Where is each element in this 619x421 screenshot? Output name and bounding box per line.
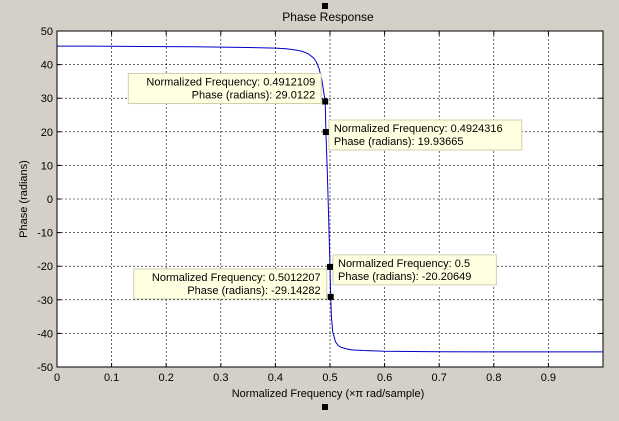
x-tick-label: 0.8 [486, 372, 501, 384]
y-tick-label: 50 [41, 26, 53, 38]
x-tick-label: 0.4 [268, 372, 283, 384]
title-handle[interactable] [322, 3, 328, 9]
y-tick-label: -10 [37, 228, 53, 240]
data-tip-marker[interactable] [322, 98, 329, 105]
x-axis-label: Normalized Frequency (×π rad/sample) [232, 388, 425, 400]
x-tick-label: 0.9 [541, 372, 556, 384]
x-tick-label: 0.7 [432, 372, 447, 384]
x-tick-label: 0.5 [322, 372, 337, 384]
y-tick-label: -50 [37, 362, 53, 374]
data-tip-phase: Phase (radians): -29.14282 [187, 285, 320, 297]
x-tick-label: 0.3 [213, 372, 228, 384]
data-tip-box [127, 73, 322, 105]
data-tip-frequency: Normalized Frequency: 0.5012207 [152, 272, 321, 284]
x-tick-label: 0.1 [104, 372, 119, 384]
data-tip-marker[interactable] [322, 129, 329, 136]
x-tick-label: 0.6 [377, 372, 392, 384]
data-tip-marker[interactable] [327, 263, 333, 270]
y-tick-label: 40 [41, 60, 53, 72]
y-tick-label: 10 [41, 160, 53, 172]
xlabel-handle[interactable] [322, 404, 328, 410]
data-tip-box [133, 268, 328, 300]
x-tick-label: 0.2 [159, 372, 174, 384]
data-tip-phase: Phase (radians): -20.20649 [338, 271, 471, 283]
data-tip-frequency: Normalized Frequency: 0.4924316 [334, 123, 503, 135]
x-tick-label: 0 [54, 372, 60, 384]
y-tick-label: -40 [37, 328, 53, 340]
data-tip-frequency: Normalized Frequency: 0.4912109 [146, 77, 315, 89]
data-tip-marker[interactable] [327, 293, 334, 300]
data-tip-box [328, 119, 523, 151]
y-tick-label: -30 [37, 295, 53, 307]
y-tick-labels: 50 40 30 20 10 0 -10 -20 -30 -40 -50 [37, 26, 53, 374]
y-tick-label: 30 [41, 93, 53, 105]
data-tip-phase: Phase (radians): 19.93665 [334, 136, 464, 148]
y-tick-label: 0 [47, 194, 53, 206]
y-tick-label: -20 [37, 261, 53, 273]
chart-title: Phase Response [282, 10, 374, 24]
y-tick-label: 20 [41, 127, 53, 139]
data-tip-phase: Phase (radians): 29.0122 [192, 90, 316, 102]
x-tick-labels: 0 0.1 0.2 0.3 0.4 0.5 0.6 0.7 0.8 0.9 [54, 372, 556, 384]
data-tip-frequency: Normalized Frequency: 0.5 [338, 258, 470, 270]
y-axis-label: Phase (radians) [18, 160, 30, 238]
data-tip-box [332, 254, 497, 286]
